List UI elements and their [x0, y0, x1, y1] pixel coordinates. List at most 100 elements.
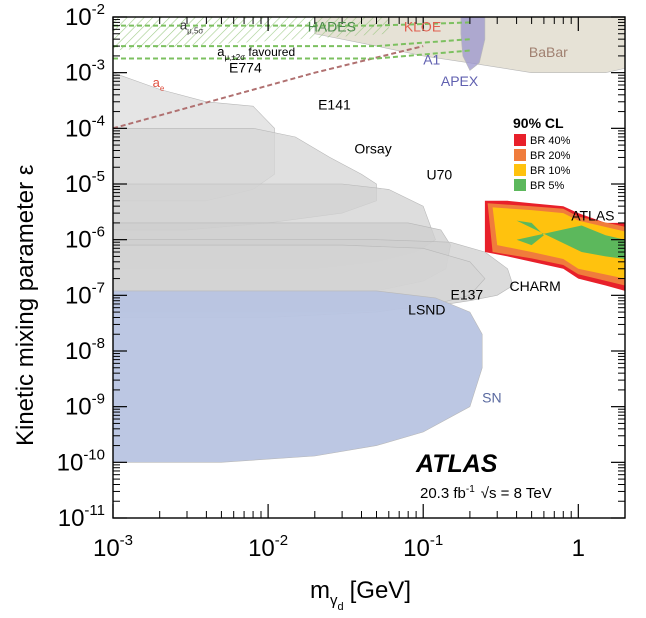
x-tick-exp: -2	[275, 532, 288, 549]
x-tick-label: 10-3	[93, 532, 133, 562]
y-tick-label: 10-11	[58, 502, 105, 532]
region-apex	[460, 17, 486, 71]
x-tick-label: 10-2	[248, 532, 288, 562]
region-label-e774: E774	[229, 60, 262, 76]
region-label-text: Orsay	[354, 141, 391, 157]
legend-entries: BR 40% BR 20% BR 10% BR 5%	[514, 134, 571, 192]
y-tick-base: 10	[65, 227, 92, 254]
y-axis-title: Kinetic mixing parameter ε	[12, 164, 39, 446]
x-tick-base: 10	[403, 535, 430, 562]
y-tick-base: 10	[58, 505, 85, 532]
x-axis-title-unit: [GeV]	[350, 577, 411, 604]
x-tick-label: 1	[572, 535, 585, 562]
region-label-hades: HADES	[308, 18, 356, 34]
region-label-a-2: aμ,±2σ favoured	[217, 44, 295, 62]
y-tick-base: 10	[65, 4, 92, 31]
region-label-u70: U70	[426, 167, 452, 183]
region-label-text: A1	[423, 52, 440, 68]
region-label-apex: APEX	[441, 73, 479, 89]
region-label-text: KLOE	[404, 18, 441, 34]
region-label-a-e: ae	[153, 75, 165, 93]
legend-label: BR 5%	[530, 180, 564, 192]
region-label-text: a	[153, 75, 161, 90]
x-tick-label: 10-1	[403, 532, 443, 562]
experiment-label: ATLAS	[415, 450, 498, 478]
lumi-exponent: -1	[466, 484, 475, 495]
region-sn	[113, 290, 483, 463]
y-tick-label: 10-2	[65, 1, 105, 31]
region-label-e141: E141	[318, 96, 351, 112]
region-label-suffix: favoured	[245, 45, 295, 59]
region-label-text: E141	[318, 96, 351, 112]
y-tick-exp: -2	[92, 1, 105, 18]
x-axis-title-sub: γ	[330, 592, 338, 609]
region-label-sn: SN	[482, 389, 501, 405]
y-tick-label: 10-10	[57, 446, 105, 476]
luminosity-label: 20.3 fb-1 √s = 8 TeV	[420, 484, 552, 502]
y-tick-label: 10-9	[65, 391, 105, 421]
region-label-sub: μ,±2σ	[224, 53, 245, 62]
region-label-text: E774	[229, 60, 262, 76]
region-label-text: a	[217, 44, 225, 59]
region-label-sub: μ,5σ	[187, 26, 203, 35]
x-tick-base: 10	[93, 535, 120, 562]
x-axis-title-subsub: d	[338, 601, 344, 613]
energy-label: √s = 8 TeV	[481, 485, 552, 502]
region-label-text: E137	[451, 286, 484, 302]
region-label-atlas: ATLAS	[571, 208, 614, 224]
legend-swatch-br-10	[514, 164, 526, 176]
legend-swatch-br-5	[514, 179, 526, 191]
region-label-babar: BaBar	[529, 44, 568, 60]
x-tick-base: 10	[248, 535, 275, 562]
y-tick-label: 10-8	[65, 335, 105, 365]
x-tick-exp: -3	[120, 532, 133, 549]
region-label-a-5: aμ,5σ	[180, 17, 204, 35]
region-atlas-br-5	[516, 220, 625, 259]
x-axis-title: mγd [GeV]	[310, 577, 411, 613]
region-label-text: APEX	[441, 73, 479, 89]
region-label-charm: CHARM	[509, 278, 560, 294]
x-tick-base: 1	[572, 535, 585, 562]
y-tick-base: 10	[65, 115, 92, 142]
ref-line-a-e	[113, 45, 424, 130]
y-tick-exp: -11	[84, 502, 105, 519]
y-tick-exp: -10	[83, 446, 105, 463]
legend-swatch-br-40	[514, 134, 526, 146]
region-label-sub: e	[160, 84, 165, 93]
y-tick-base: 10	[65, 60, 92, 87]
exclusion-regions	[113, 17, 625, 463]
y-tick-base: 10	[65, 282, 92, 309]
y-tick-label: 10-7	[65, 279, 105, 309]
region-label-text: CHARM	[509, 278, 560, 294]
y-tick-exp: -3	[92, 57, 105, 74]
region-label-text: LSND	[408, 302, 445, 318]
y-tick-base: 10	[65, 171, 92, 198]
axis-ticks: 10-3 10-2 10-1 110-210-310-410-510-610-710-…	[57, 1, 626, 562]
y-tick-exp: -8	[92, 335, 105, 352]
region-label-orsay: Orsay	[354, 141, 391, 157]
legend-title: 90% CL	[513, 115, 564, 131]
y-tick-exp: -5	[92, 168, 105, 185]
region-label-a1: A1	[423, 52, 440, 68]
region-label-e137: E137	[451, 286, 484, 302]
y-tick-label: 10-3	[65, 57, 105, 87]
region-labels: E774 E141 Orsay U70 ATLAS CHARM E137 LSND SN HADE…	[153, 17, 615, 405]
y-tick-exp: -4	[92, 112, 105, 129]
region-atlas-br-10	[492, 207, 625, 279]
y-tick-exp: -7	[92, 279, 105, 296]
legend-label: BR 20%	[530, 150, 571, 162]
y-tick-base: 10	[65, 394, 92, 421]
lumi-value: 20.3 fb	[420, 485, 466, 502]
y-tick-exp: -6	[92, 224, 105, 241]
region-label-text: SN	[482, 389, 501, 405]
region-label-text: a	[180, 17, 188, 32]
region-label-text: BaBar	[529, 44, 568, 60]
legend-label: BR 40%	[530, 135, 571, 147]
region-label-lsnd: LSND	[408, 302, 445, 318]
x-axis-title-main: m	[310, 577, 330, 604]
region-label-text: HADES	[308, 18, 356, 34]
x-tick-exp: -1	[430, 532, 443, 549]
y-tick-label: 10-4	[65, 112, 105, 142]
plot-frame	[112, 16, 626, 519]
